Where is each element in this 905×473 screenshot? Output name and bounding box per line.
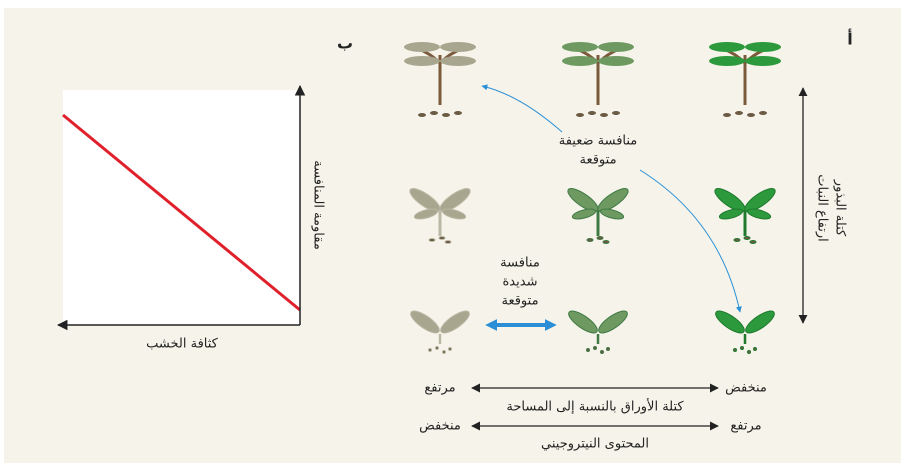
axis-label: كتلة البذور xyxy=(833,179,848,237)
annotation: شديدة xyxy=(503,275,538,290)
arrow xyxy=(481,84,563,133)
arrow xyxy=(639,169,742,313)
annotation: متوقعة xyxy=(501,294,538,309)
trend-line xyxy=(62,113,301,312)
axis-end-label: منخفض xyxy=(725,381,767,396)
annotation: متوقعة xyxy=(579,153,616,168)
axis-end-label: مرتفع xyxy=(424,381,455,396)
y-axis-label: مقاومة المنافسة xyxy=(311,160,326,250)
axis-end-label: مرتفع xyxy=(730,419,761,434)
panel-label: ب xyxy=(337,34,353,53)
annotation: منافسة ضعيفة xyxy=(559,134,638,149)
axis-end-label: منخفض xyxy=(419,419,461,434)
plot-area xyxy=(63,90,300,325)
axis-label: كتلة الأوراق بالنسبة إلى المساحة xyxy=(506,398,684,415)
axis-label: ارتفاع النبات xyxy=(815,174,830,242)
axis-label: المحتوى النيتروجيني xyxy=(541,437,649,452)
panel-label: أ xyxy=(847,29,852,49)
annotation: منافسة xyxy=(500,256,540,271)
x-axis-label: كثافة الخشب xyxy=(146,337,219,352)
